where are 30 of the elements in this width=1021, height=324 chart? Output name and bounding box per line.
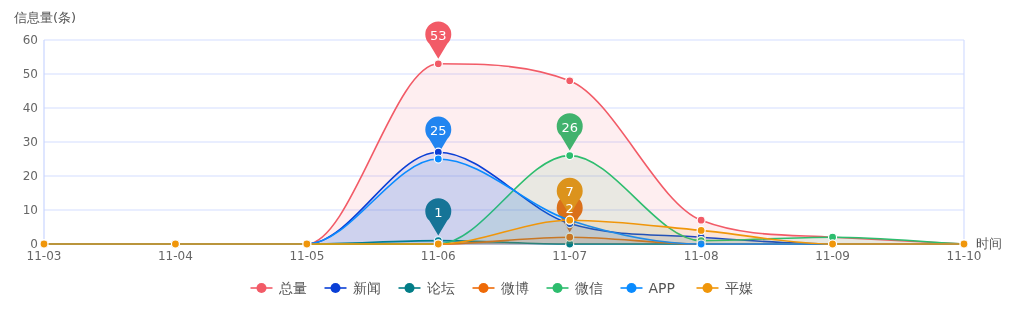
data-label: 25	[430, 123, 447, 138]
y-tick-label: 50	[22, 67, 38, 81]
x-tick-label: 11-03	[26, 249, 62, 263]
data-label: 26	[561, 119, 578, 135]
y-tick-label: 40	[22, 101, 38, 115]
data-label: 2	[565, 201, 574, 217]
legend-label: 论坛	[426, 280, 455, 296]
x-tick-label: 11-05	[289, 249, 325, 263]
x-tick-label: 11-06	[420, 249, 456, 263]
y-tick-label: 60	[22, 33, 38, 47]
y-axis-title: 信息量(条)	[14, 10, 77, 25]
data-label: 53	[430, 27, 447, 43]
legend-label: 新闻	[352, 280, 381, 296]
legend-label: 平媒	[724, 280, 753, 296]
legend-label: 微信	[574, 280, 603, 296]
y-tick-label: 0	[30, 237, 38, 251]
legend-label: 微博	[500, 280, 529, 296]
data-label: 1	[434, 204, 443, 220]
y-tick-label: 20	[22, 169, 38, 183]
x-tick-label: 11-08	[683, 249, 719, 263]
legend-label: 总量	[277, 280, 307, 296]
x-tick-label: 11-07	[552, 249, 588, 263]
x-axis-title: 时间	[976, 236, 1002, 251]
data-label: 7	[565, 184, 574, 200]
x-tick-label: 11-10	[946, 249, 982, 263]
x-tick-label: 11-09	[815, 249, 851, 263]
y-tick-label: 10	[22, 203, 38, 217]
legend-label: APP	[648, 280, 675, 296]
x-tick-label: 11-04	[157, 249, 193, 263]
y-tick-label: 30	[22, 135, 38, 149]
